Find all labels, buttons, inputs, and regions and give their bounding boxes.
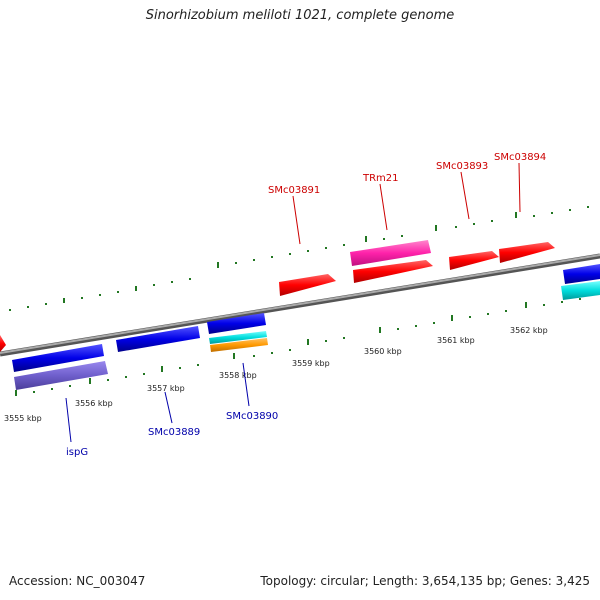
- cds-SMc03893[interactable]: [449, 251, 499, 270]
- cds-right-edge[interactable]: [563, 264, 600, 284]
- scale-label: 3562 kbp: [510, 326, 548, 335]
- cds-SMc03889[interactable]: [116, 326, 200, 352]
- scale-labels: 3555 kbp 3556 kbp 3557 kbp 3558 kbp 3559…: [4, 326, 548, 423]
- top-tick-row: [9, 206, 589, 311]
- bottom-gene-labels: ispG SMc03889 SMc03890: [65, 362, 278, 458]
- misc-feature-orange[interactable]: [210, 338, 268, 352]
- gene-label-SMc03891[interactable]: SMc03891: [268, 185, 320, 196]
- scale-label: 3557 kbp: [147, 384, 185, 393]
- scale-label: 3555 kbp: [4, 414, 42, 423]
- bottom-tick-row: [15, 298, 581, 396]
- gene-label-SMc03890[interactable]: SMc03890: [226, 411, 278, 422]
- top-gene-labels: SMc03891 TRm21 SMc03893 SMc03894: [268, 152, 546, 245]
- gene-label-ispG[interactable]: ispG: [66, 447, 88, 458]
- scale-label: 3560 kbp: [364, 347, 402, 356]
- trna-TRm21[interactable]: [350, 240, 431, 266]
- forward-strand-features: [279, 240, 555, 296]
- scale-label: 3558 kbp: [219, 371, 257, 380]
- misc-feature-cyan-right[interactable]: [561, 281, 600, 300]
- cds-left-edge[interactable]: [0, 335, 6, 352]
- gene-label-SMc03893[interactable]: SMc03893: [436, 161, 488, 172]
- scale-label: 3561 kbp: [437, 336, 475, 345]
- cds-ispG-region[interactable]: [12, 344, 104, 372]
- scale-label: 3559 kbp: [292, 359, 330, 368]
- cds-SMc03890[interactable]: [207, 313, 266, 334]
- gene-label-TRm21[interactable]: TRm21: [362, 173, 399, 184]
- accession-text: Accession: NC_003047: [9, 574, 146, 588]
- cds-SMc03894[interactable]: [499, 242, 555, 263]
- misc-feature-cyan[interactable]: [209, 331, 267, 344]
- scale-label: 3556 kbp: [75, 399, 113, 408]
- genome-summary-text: Topology: circular; Length: 3,654,135 bp…: [260, 574, 590, 588]
- cds-TRm21-region[interactable]: [353, 260, 433, 283]
- cds-SMc03891[interactable]: [279, 274, 336, 296]
- reverse-strand-features: [0, 264, 600, 390]
- map-title: Sinorhizobium meliloti 1021, complete ge…: [145, 8, 455, 23]
- gene-ispG[interactable]: [14, 361, 108, 390]
- gene-label-SMc03889[interactable]: SMc03889: [148, 427, 200, 438]
- gene-label-SMc03894[interactable]: SMc03894: [494, 152, 546, 163]
